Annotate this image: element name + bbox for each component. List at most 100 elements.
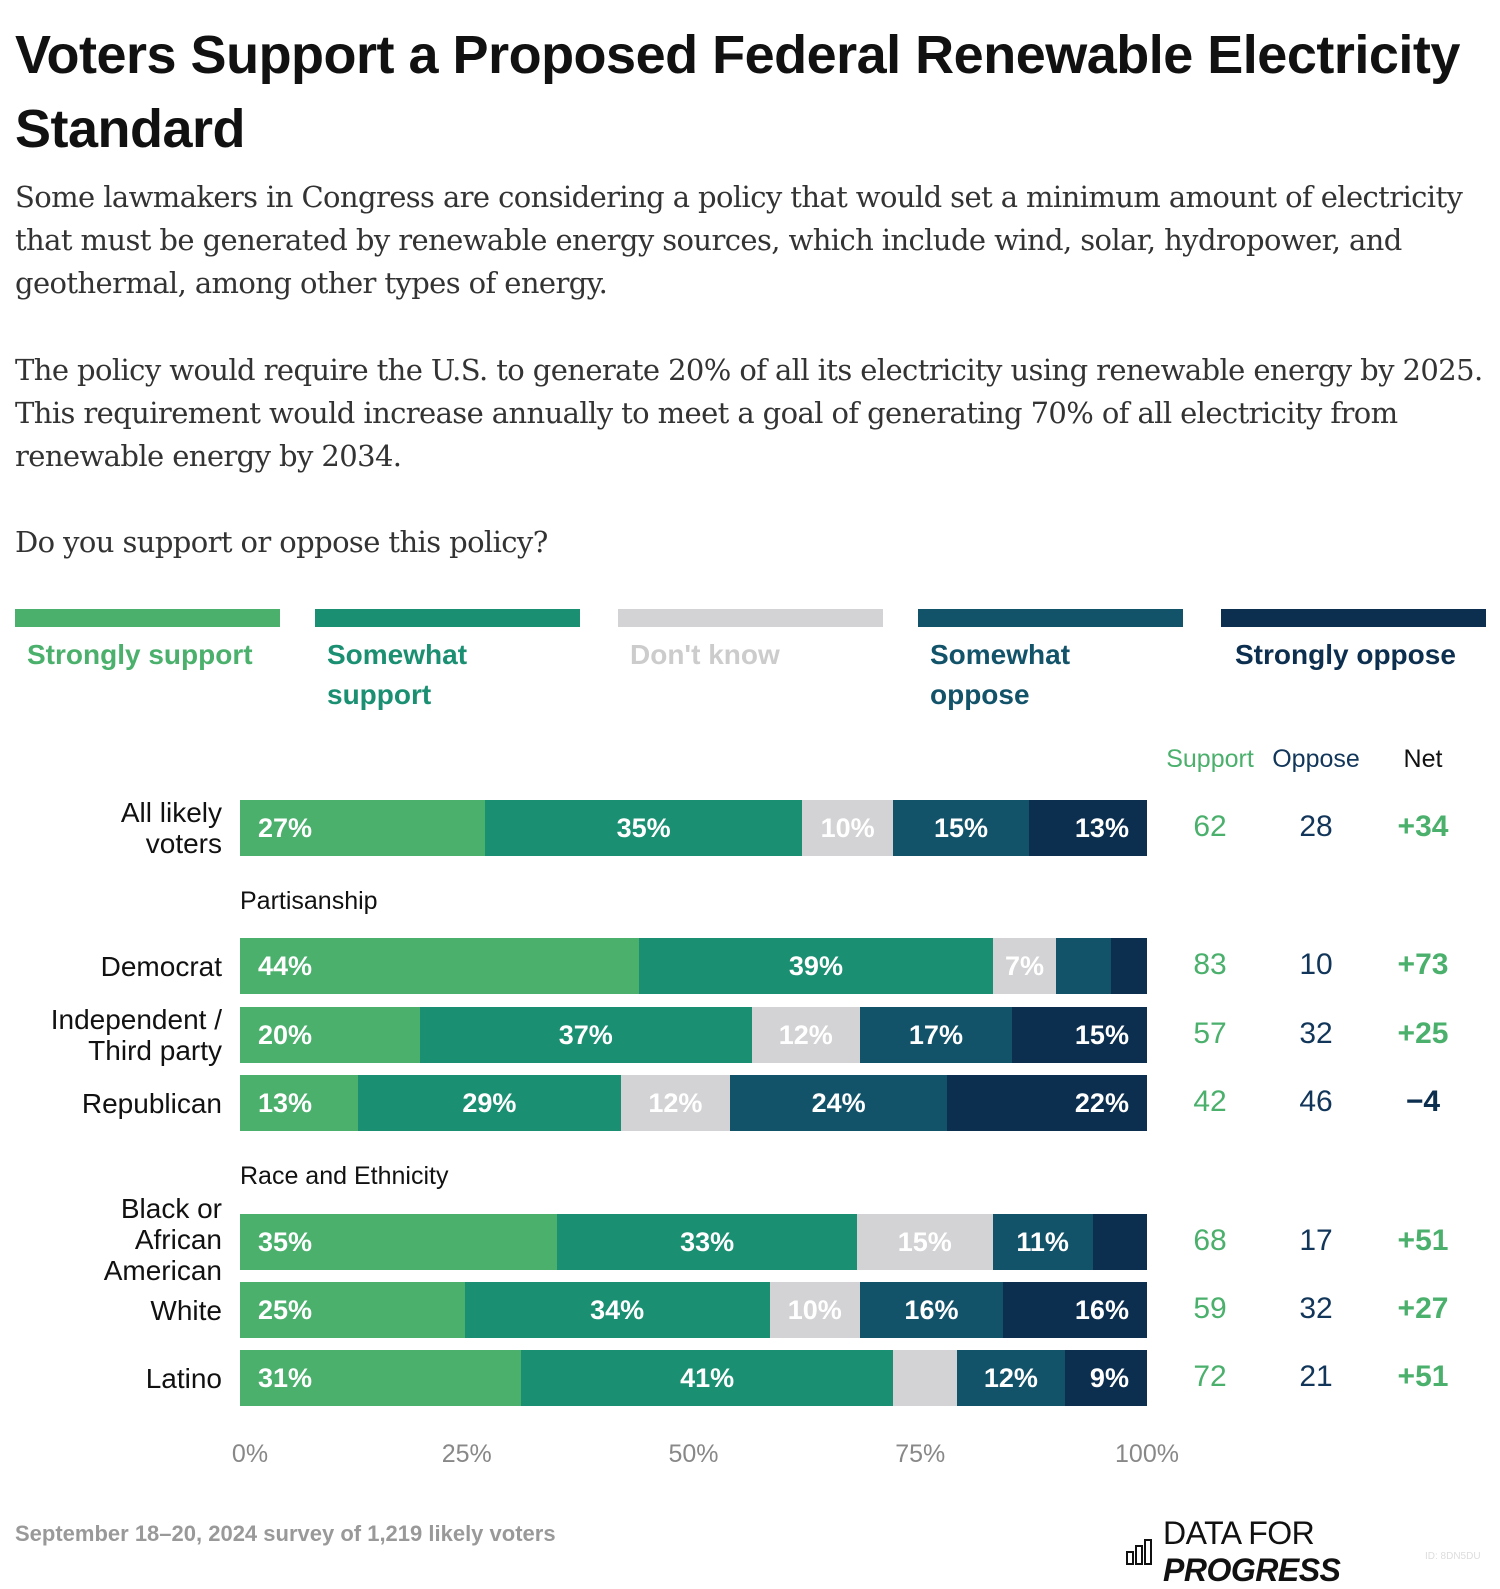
legend-item: Don't know — [618, 609, 883, 675]
legend-item: Strongly oppose — [1221, 609, 1486, 675]
bar-segment — [1056, 938, 1111, 994]
x-tick-label: 0% — [231, 1440, 269, 1468]
value-net: +51 — [1397, 1224, 1449, 1257]
bar-segment — [893, 1350, 957, 1406]
row-label: Latino — [145, 1362, 222, 1394]
value-net: +27 — [1397, 1292, 1449, 1325]
row-label: All likely voters — [120, 797, 222, 859]
bar-segment: 27% — [240, 800, 485, 856]
bar-segment: 29% — [357, 1075, 621, 1131]
legend-item: Somewhat oppose — [918, 609, 1183, 715]
question-text: Do you support or oppose this policy? — [15, 525, 548, 559]
bar-row: 35% 33% 15% 11% — [240, 1214, 1147, 1270]
bar-row: 27% 35% 10% 15% 13% — [240, 800, 1147, 856]
row-label: Democrat — [100, 950, 222, 982]
column-header-oppose: Oppose — [1272, 745, 1360, 773]
row-label: Black or African American — [103, 1193, 222, 1286]
bar-segment: 22% — [947, 1075, 1147, 1131]
x-tick-label: 75% — [895, 1440, 946, 1468]
value-support: 42 — [1193, 1085, 1227, 1118]
source-note: September 18–20, 2024 survey of 1,219 li… — [15, 1521, 556, 1546]
value-net: +51 — [1397, 1360, 1449, 1393]
chart-id: ID: 8DN5DU — [1425, 1551, 1481, 1562]
bar-segment: 31% — [240, 1350, 522, 1406]
bar-segment: 11% — [992, 1214, 1093, 1270]
value-oppose: 32 — [1299, 1017, 1333, 1050]
column-header-net: Net — [1403, 745, 1443, 773]
bar-segment: 15% — [893, 800, 1030, 856]
value-support: 57 — [1193, 1017, 1227, 1050]
bar-segment: 15% — [1012, 1007, 1147, 1063]
legend-label: Strongly support — [27, 639, 253, 670]
group-label: Partisanship — [240, 887, 378, 915]
intro-paragraph: Some lawmakers in Congress are consideri… — [15, 180, 1463, 300]
bar-segment: 12% — [956, 1350, 1066, 1406]
value-net: +73 — [1397, 948, 1449, 981]
group-label: Race and Ethnicity — [240, 1162, 449, 1190]
bar-segment: 34% — [464, 1282, 770, 1338]
value-support: 59 — [1193, 1292, 1227, 1325]
legend-item: Strongly support — [15, 609, 280, 675]
bar-chart-logo-icon — [1126, 1539, 1152, 1565]
bar-segment: 35% — [484, 800, 803, 856]
bar-segment: 25% — [240, 1282, 465, 1338]
bar-segment: 44% — [240, 938, 640, 994]
bar-segment: 9% — [1065, 1350, 1147, 1406]
bar-segment: 16% — [1003, 1282, 1147, 1338]
bar-row: 31% 41% 12% 9% — [240, 1350, 1147, 1406]
bar-row: 20% 37% 12% 17% 15% — [240, 1007, 1147, 1063]
bar-segment: 39% — [639, 938, 993, 994]
value-support: 62 — [1193, 810, 1227, 843]
legend-label: Don't know — [630, 639, 780, 670]
bar-segment: 41% — [521, 1350, 894, 1406]
value-oppose: 46 — [1299, 1085, 1333, 1118]
bar-segment: 12% — [751, 1007, 860, 1063]
value-support: 83 — [1193, 948, 1227, 981]
legend-swatch — [618, 609, 883, 627]
value-oppose: 28 — [1299, 810, 1333, 843]
value-oppose: 10 — [1299, 948, 1333, 981]
bar-segment: 37% — [419, 1007, 752, 1063]
legend-swatch — [1221, 609, 1486, 627]
legend-item: Somewhat support — [315, 609, 580, 715]
bar-segment — [1110, 938, 1147, 994]
bar-segment: 13% — [240, 1075, 358, 1131]
bar-segment: 20% — [240, 1007, 420, 1063]
bar-segment: 12% — [620, 1075, 730, 1131]
bar-row: 44% 39% 7% — [240, 938, 1147, 994]
bar-segment — [1092, 1214, 1147, 1270]
bar-segment: 10% — [769, 1282, 860, 1338]
value-support: 72 — [1193, 1360, 1227, 1393]
bar-segment: 16% — [859, 1282, 1004, 1338]
bar-segment: 10% — [802, 800, 893, 856]
bar-segment: 24% — [729, 1075, 948, 1131]
bar-segment: 15% — [856, 1214, 993, 1270]
x-tick-label: 25% — [441, 1440, 492, 1468]
legend-swatch — [315, 609, 580, 627]
bar-row: 13% 29% 12% 24% 22% — [240, 1075, 1147, 1131]
legend-label: Strongly oppose — [1235, 639, 1456, 670]
value-oppose: 17 — [1299, 1224, 1333, 1257]
x-tick-label: 50% — [668, 1440, 719, 1468]
bar-segment: 13% — [1029, 800, 1147, 856]
row-label: Independent / Third party — [50, 1004, 222, 1066]
row-label: White — [150, 1294, 222, 1326]
bar-segment: 35% — [240, 1214, 558, 1270]
value-support: 68 — [1193, 1224, 1227, 1257]
value-net: −4 — [1405, 1085, 1441, 1118]
legend-label: Somewhat support — [327, 639, 468, 710]
bar-row: 25% 34% 10% 16% 16% — [240, 1282, 1147, 1338]
x-tick-label: 100% — [1115, 1440, 1179, 1468]
value-net: +25 — [1397, 1017, 1449, 1050]
bar-segment: 33% — [557, 1214, 857, 1270]
policy-paragraph: The policy would require the U.S. to gen… — [15, 353, 1483, 473]
legend-swatch — [15, 609, 280, 627]
bar-segment: 17% — [859, 1007, 1013, 1063]
value-oppose: 32 — [1299, 1292, 1333, 1325]
chart-title: Voters Support a Proposed Federal Renewa… — [15, 25, 1460, 159]
legend-swatch — [918, 609, 1183, 627]
value-net: +34 — [1397, 810, 1449, 843]
bar-segment: 7% — [992, 938, 1057, 994]
column-header-support: Support — [1166, 745, 1254, 773]
legend-label: Somewhat oppose — [930, 639, 1071, 710]
